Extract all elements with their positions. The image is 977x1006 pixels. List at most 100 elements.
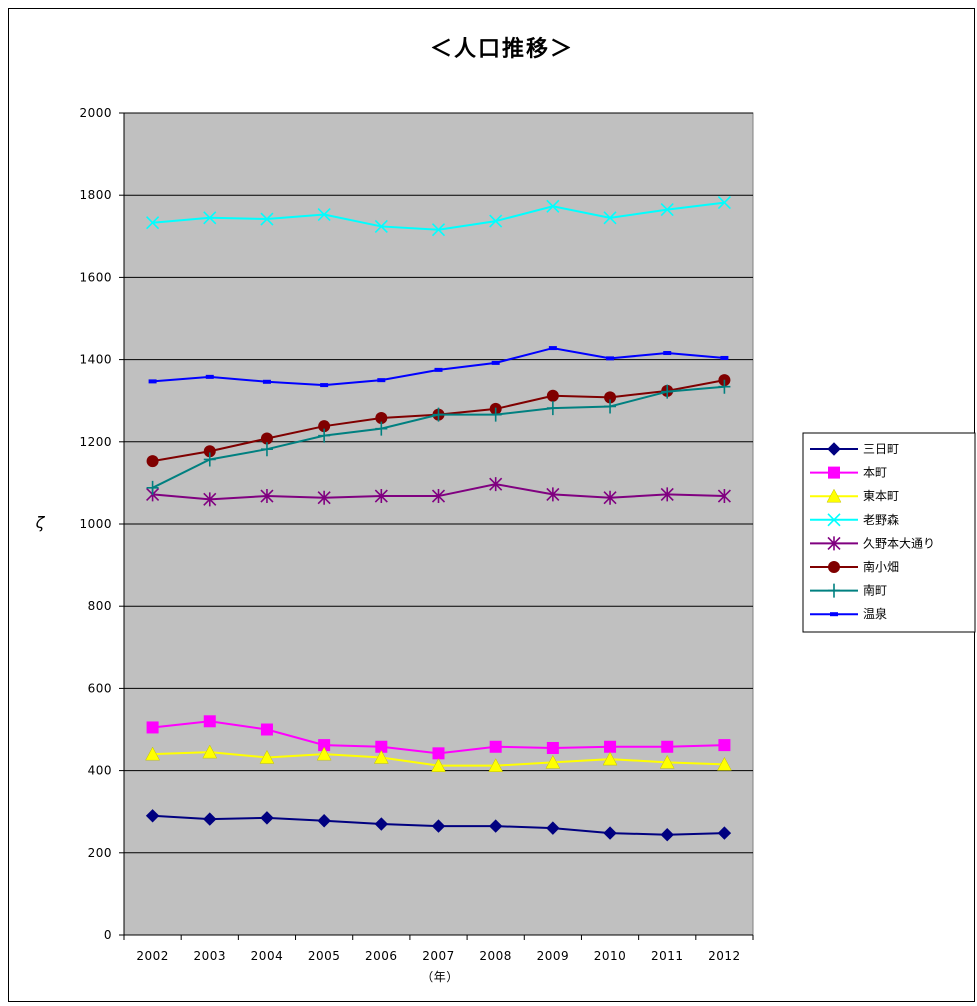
legend-label: 南小畑 xyxy=(863,559,899,574)
series-4 xyxy=(146,196,731,237)
y-tick-label: 1800 xyxy=(79,188,112,202)
y-tick-label: 400 xyxy=(88,764,112,778)
data-point xyxy=(718,739,731,752)
legend-label: 東本町 xyxy=(863,489,899,503)
x-tick-label: 2004 xyxy=(251,949,284,963)
legend-marker xyxy=(828,583,840,598)
legend-marker xyxy=(828,561,840,573)
legend-label: 老野森 xyxy=(863,512,899,527)
data-point xyxy=(663,351,672,356)
y-tick-label: 1400 xyxy=(79,353,112,367)
data-point xyxy=(203,715,216,728)
data-point xyxy=(546,821,560,835)
data-point xyxy=(318,428,331,443)
data-point xyxy=(260,212,274,226)
data-point xyxy=(146,721,159,734)
data-point xyxy=(604,399,617,414)
data-point xyxy=(716,756,732,771)
data-point xyxy=(660,828,674,842)
data-point xyxy=(260,489,274,504)
data-point xyxy=(431,819,446,833)
data-point xyxy=(317,207,331,222)
data-point xyxy=(373,749,389,764)
data-point xyxy=(545,754,561,769)
data-point xyxy=(317,490,331,505)
data-point xyxy=(489,740,502,753)
data-point xyxy=(431,758,446,772)
data-point xyxy=(431,223,446,237)
data-point xyxy=(318,739,331,752)
y-tick-label: 600 xyxy=(88,681,112,695)
data-point xyxy=(548,346,557,351)
data-point xyxy=(661,740,674,753)
legend-marker xyxy=(827,536,841,551)
legend-marker xyxy=(830,612,838,617)
series-1 xyxy=(145,809,732,842)
data-point xyxy=(488,758,504,772)
data-point xyxy=(718,379,731,394)
data-point xyxy=(717,826,732,840)
data-point xyxy=(203,445,216,458)
data-point xyxy=(489,477,503,492)
data-point xyxy=(203,211,217,225)
data-point xyxy=(491,360,500,365)
data-point xyxy=(488,819,503,833)
data-point xyxy=(661,384,674,399)
data-point xyxy=(660,487,674,502)
legend-entry: 南町 xyxy=(810,583,887,598)
data-point xyxy=(202,744,218,759)
y-tick-label: 800 xyxy=(88,599,112,613)
y-tick-label: 1600 xyxy=(79,270,112,284)
y-tick-label: 0 xyxy=(104,928,112,942)
data-point xyxy=(604,391,617,404)
series-2 xyxy=(146,715,731,760)
y-axis-label: ζ xyxy=(35,513,46,532)
x-tick-label: 2010 xyxy=(594,949,627,963)
data-point xyxy=(717,489,731,504)
legend-label: 三日町 xyxy=(863,442,899,456)
legend-box xyxy=(802,432,976,633)
x-tick-label: 2011 xyxy=(651,949,684,963)
data-point xyxy=(602,751,618,766)
data-point xyxy=(146,216,160,230)
data-point xyxy=(606,356,615,361)
x-tick-label: 2002 xyxy=(136,949,169,963)
data-point xyxy=(205,374,214,379)
data-point xyxy=(377,378,386,383)
y-tick-label: 1200 xyxy=(79,435,112,449)
data-point xyxy=(432,407,445,422)
data-point xyxy=(431,489,446,504)
data-point xyxy=(145,809,160,823)
legend-label: 本町 xyxy=(863,466,887,480)
x-tick-label: 2012 xyxy=(708,949,741,963)
x-tick-label: 2009 xyxy=(537,949,570,963)
data-point xyxy=(318,420,331,433)
data-point xyxy=(145,746,161,761)
data-point xyxy=(434,367,443,372)
data-point xyxy=(717,196,731,210)
legend-label: 温泉 xyxy=(863,607,887,621)
x-tick-label: 2005 xyxy=(308,949,341,963)
data-point xyxy=(374,817,389,831)
data-point xyxy=(660,203,674,217)
legend-marker xyxy=(827,513,841,527)
data-point xyxy=(546,741,559,754)
axes: 0 200 400 600 800 1000 1200 1400 1600 1800 2000 200… xyxy=(79,106,754,963)
x-tick-label: 2006 xyxy=(365,949,398,963)
legend-entry: 老野森 xyxy=(810,512,899,527)
legend-entry: 本町 xyxy=(810,466,887,480)
x-tick-label: 2003 xyxy=(193,949,226,963)
data-point xyxy=(259,749,275,764)
data-point xyxy=(375,421,388,436)
data-point xyxy=(603,826,617,840)
data-point xyxy=(260,811,274,825)
data-point xyxy=(603,211,617,225)
data-point xyxy=(317,814,331,828)
data-point xyxy=(603,490,617,505)
legend-marker xyxy=(827,442,841,456)
data-point xyxy=(374,219,388,234)
data-point xyxy=(432,747,445,760)
data-point xyxy=(375,740,388,753)
legend-entry: 久野本大通り xyxy=(810,536,935,550)
